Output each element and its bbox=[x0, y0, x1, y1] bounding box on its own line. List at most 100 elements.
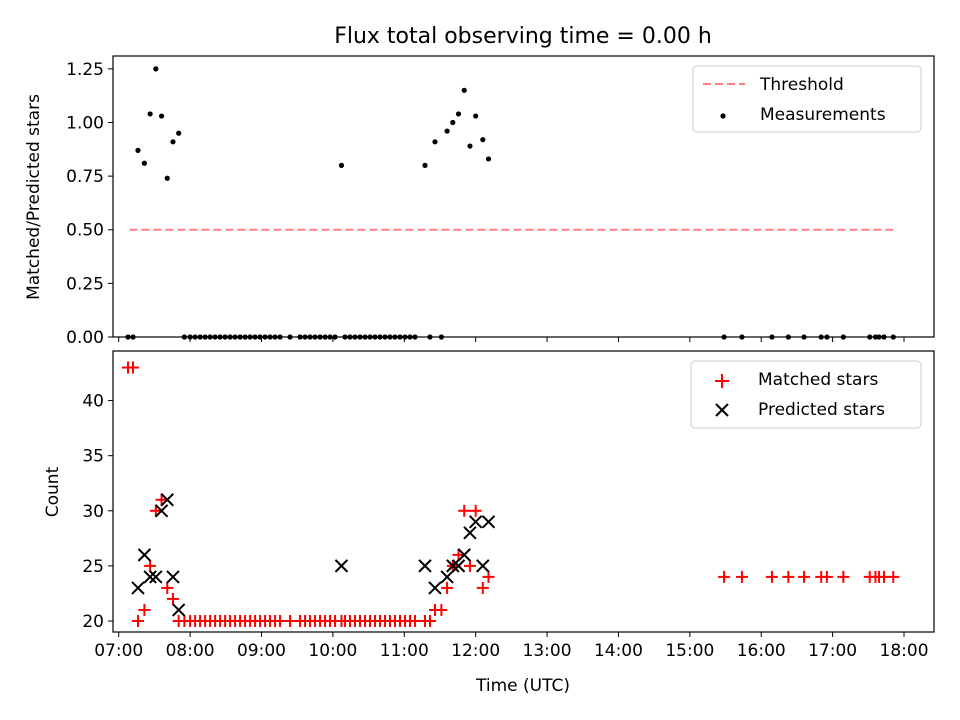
measurements-legend-label: Measurements bbox=[760, 105, 886, 125]
top-y-tick-label: 0.75 bbox=[66, 167, 104, 187]
predicted-star-point bbox=[149, 570, 163, 584]
predicted-star-point bbox=[154, 504, 169, 518]
top-y-ticks: 0.00 0.25 0.50 0.75 1.00 1.25 bbox=[66, 60, 113, 348]
bottom-y-tick-label: 20 bbox=[82, 612, 104, 632]
matched-star-point bbox=[782, 570, 795, 583]
top-x-ticks bbox=[118, 337, 905, 342]
measurement-point bbox=[444, 128, 450, 134]
top-plot-frame bbox=[112, 55, 935, 338]
bottom-y-tick-label: 35 bbox=[82, 447, 104, 467]
matched-star-point bbox=[735, 570, 748, 583]
measurement-point bbox=[432, 139, 438, 145]
predicted-star-point bbox=[334, 559, 349, 573]
top-y-tick-label: 1.00 bbox=[66, 113, 104, 133]
predicted-star-point bbox=[428, 581, 442, 595]
threshold-legend-label: Threshold bbox=[759, 75, 844, 95]
measurement-point bbox=[338, 162, 345, 168]
predicted-star-point bbox=[137, 548, 152, 562]
x-tick-label: 13:00 bbox=[523, 641, 572, 661]
matched-star-point bbox=[126, 361, 139, 374]
predicted-star-point bbox=[131, 581, 145, 595]
top-y-tick-label: 0.00 bbox=[66, 328, 104, 348]
predicted-star-point bbox=[446, 559, 460, 573]
predicted-star-point bbox=[476, 559, 490, 573]
x-tick-label: 10:00 bbox=[308, 641, 357, 661]
matched-star-point bbox=[452, 548, 465, 561]
measurement-point bbox=[422, 162, 428, 168]
bottom-x-ticks: 07:00 08:00 09:00 10:00 11:00 12:00 13:00 14:00… bbox=[94, 632, 929, 661]
matched-legend-marker bbox=[715, 374, 729, 388]
matched-star-point bbox=[423, 614, 436, 627]
x-tick-label: 08:00 bbox=[166, 641, 215, 661]
bottom-panel: 20 25 30 35 40 07:00 08:00 09:00 10:00 11:00 12:0… bbox=[43, 350, 935, 696]
matched-legend-label: Matched stars bbox=[758, 370, 878, 390]
bottom-y-tick-label: 30 bbox=[82, 502, 104, 522]
matched-star-point bbox=[458, 504, 471, 517]
matched-star-point bbox=[765, 570, 778, 583]
bottom-y-ticks: 20 25 30 35 40 bbox=[82, 392, 113, 632]
matched-star-point bbox=[166, 592, 179, 605]
matched-star-point bbox=[131, 614, 144, 627]
matched-star-point bbox=[469, 504, 482, 517]
bottom-marks bbox=[121, 361, 900, 627]
x-tick-label: 15:00 bbox=[665, 641, 714, 661]
predicted-star-point bbox=[451, 559, 466, 573]
matched-star-point bbox=[718, 570, 731, 583]
top-legend: Threshold Measurements bbox=[692, 65, 922, 133]
measurement-point bbox=[480, 137, 486, 143]
matched-star-point bbox=[887, 570, 900, 583]
bottom-y-tick-label: 25 bbox=[82, 557, 104, 577]
top-y-tick-label: 0.25 bbox=[66, 274, 104, 294]
x-axis-label: Time (UTC) bbox=[475, 676, 570, 696]
matched-star-point bbox=[138, 603, 151, 616]
x-tick-label: 09:00 bbox=[237, 641, 286, 661]
measurement-point bbox=[153, 66, 159, 72]
predicted-legend-label: Predicted stars bbox=[758, 400, 885, 420]
bottom-legend: Matched stars Predicted stars bbox=[690, 360, 922, 429]
top-legend-box bbox=[692, 65, 922, 133]
matched-star-point bbox=[435, 603, 448, 616]
chart-title: Flux total observing time = 0.00 h bbox=[334, 24, 712, 49]
matched-star-point bbox=[144, 559, 157, 572]
measurement-point bbox=[473, 113, 479, 119]
x-tick-label: 16:00 bbox=[737, 641, 786, 661]
matched-star-point bbox=[476, 581, 489, 594]
predicted-star-point bbox=[166, 570, 180, 584]
bottom-y-tick-label: 40 bbox=[82, 392, 104, 412]
predicted-legend-marker bbox=[715, 403, 729, 417]
matched-star-point bbox=[798, 570, 811, 583]
measurement-point bbox=[485, 156, 492, 162]
bottom-plot-frame bbox=[112, 350, 935, 633]
top-y-tick-label: 1.25 bbox=[66, 60, 104, 80]
x-tick-label: 12:00 bbox=[451, 641, 500, 661]
predicted-star-point bbox=[418, 559, 432, 573]
measurement-point bbox=[461, 87, 467, 93]
bottom-legend-box bbox=[690, 360, 922, 429]
measurement-point bbox=[158, 113, 165, 119]
measurement-point bbox=[135, 147, 141, 153]
predicted-star-point bbox=[160, 493, 174, 507]
bottom-y-axis-label: Count bbox=[43, 466, 63, 517]
measurement-point bbox=[467, 143, 473, 149]
x-tick-label: 17:00 bbox=[808, 641, 857, 661]
measurement-point bbox=[141, 160, 148, 166]
top-y-axis-label: Matched/Predicted stars bbox=[24, 94, 44, 300]
predicted-star-point bbox=[143, 570, 157, 584]
measurement-point bbox=[176, 130, 182, 136]
matched-star-point bbox=[482, 570, 495, 583]
matched-star-point bbox=[820, 570, 833, 583]
matched-star-point bbox=[837, 570, 850, 583]
measurement-point bbox=[170, 139, 176, 145]
x-tick-label: 07:00 bbox=[94, 641, 143, 661]
x-tick-label: 14:00 bbox=[594, 641, 643, 661]
top-panel: 0.00 0.25 0.50 0.75 1.00 1.25 Matched/Predict… bbox=[24, 55, 935, 348]
matched-star-point bbox=[155, 493, 168, 506]
x-tick-label: 18:00 bbox=[880, 641, 929, 661]
top-y-tick-label: 0.50 bbox=[66, 221, 104, 241]
measurements-legend-marker bbox=[720, 113, 726, 119]
matched-star-point bbox=[149, 504, 162, 517]
measurement-point bbox=[147, 111, 153, 117]
x-tick-label: 11:00 bbox=[380, 641, 429, 661]
predicted-star-point bbox=[440, 570, 454, 584]
